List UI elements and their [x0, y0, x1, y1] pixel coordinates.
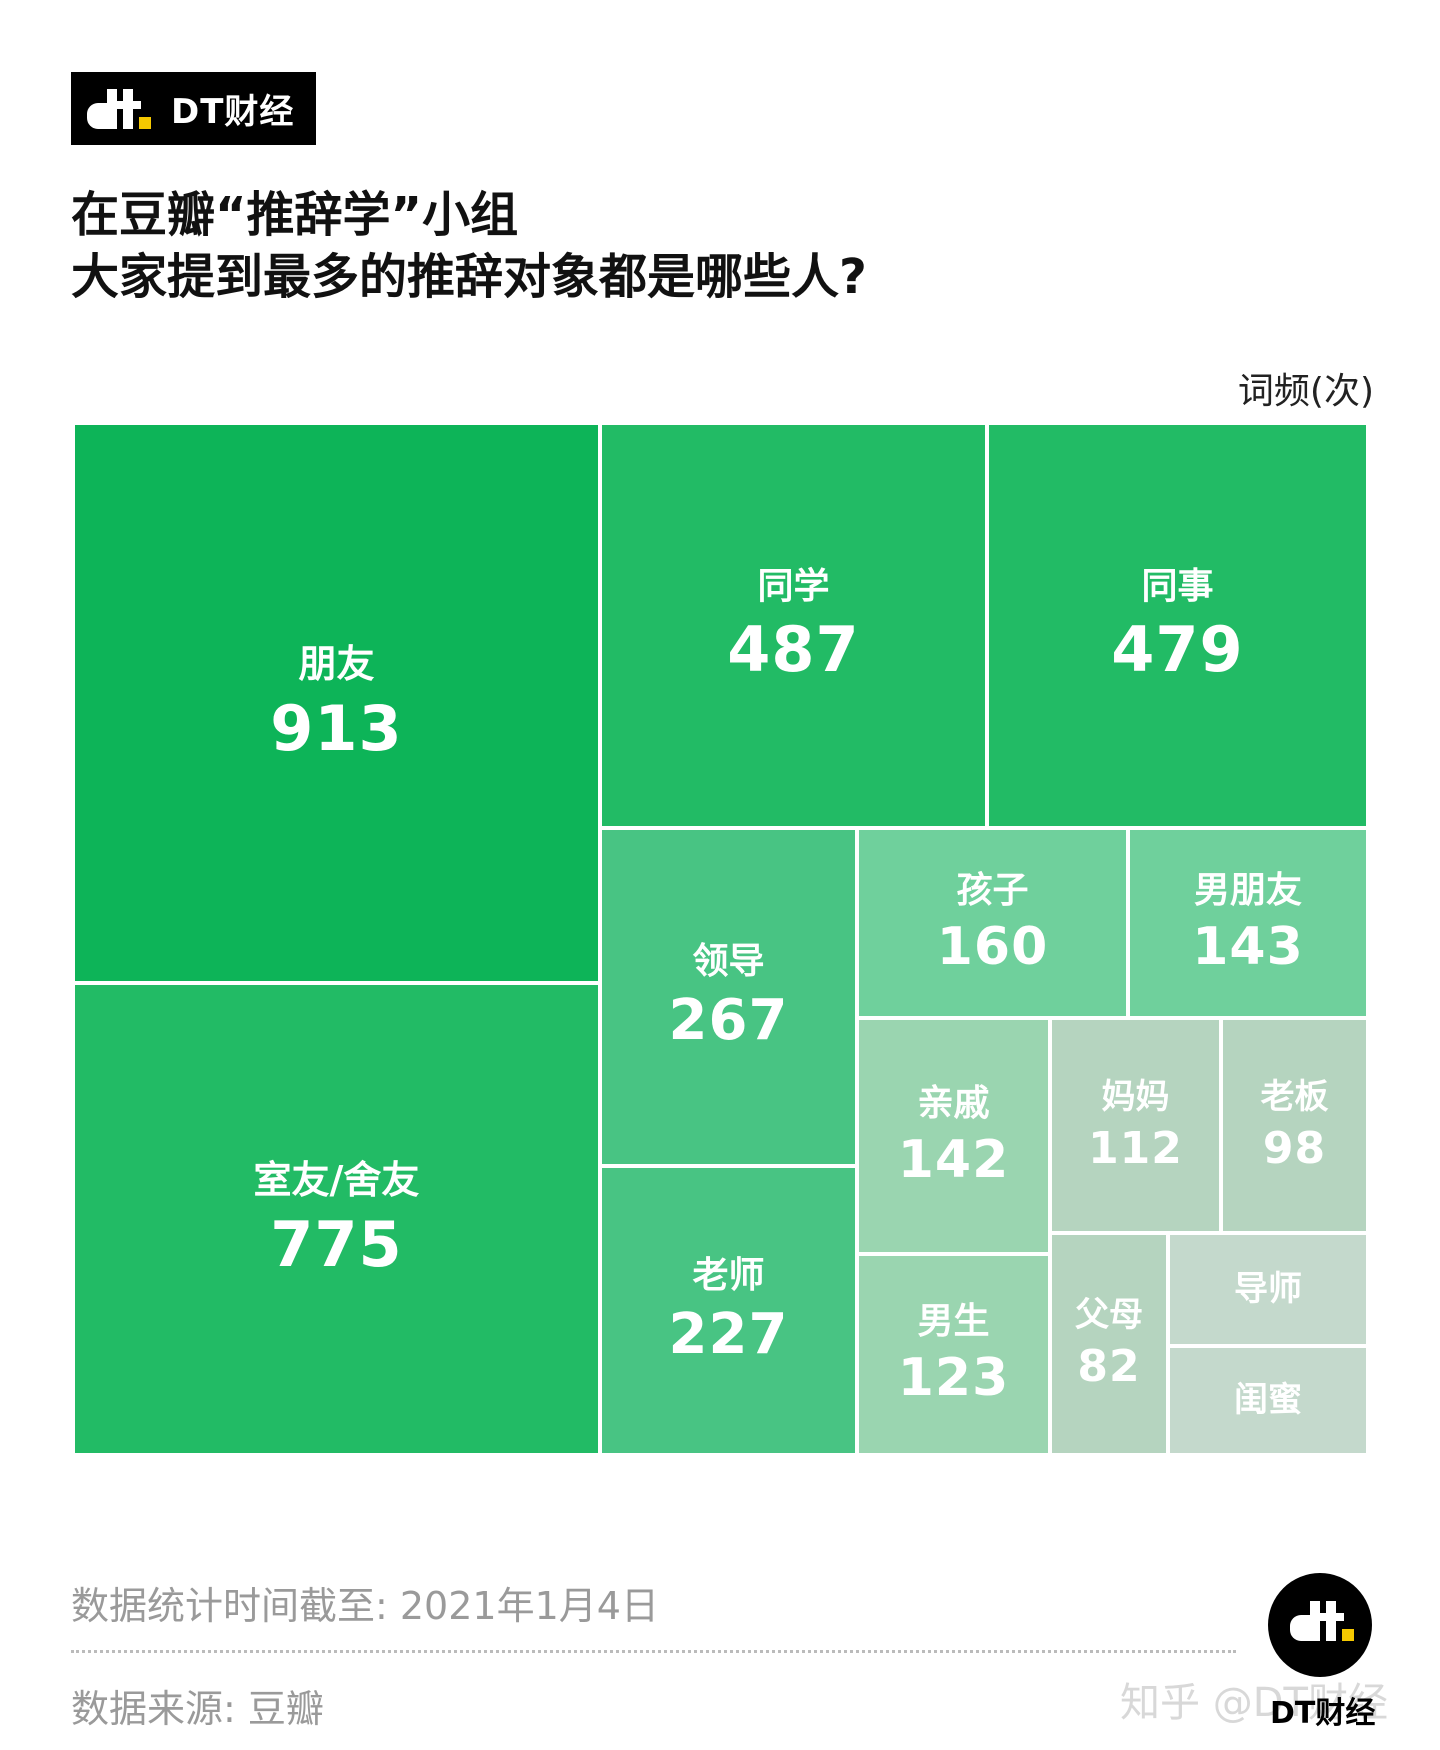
chart-title: 在豆瓣“推辞学”小组 大家提到最多的推辞对象都是哪些人?	[71, 184, 867, 308]
treemap-cell-value: 479	[1111, 613, 1244, 687]
treemap-cell-value: 160	[936, 916, 1049, 977]
treemap-cell-5: 老师 227	[600, 1166, 857, 1455]
dt-logo-icon	[87, 88, 157, 129]
treemap-cell-13: 导师	[1168, 1233, 1368, 1346]
chart-title-line2: 大家提到最多的推辞对象都是哪些人?	[71, 249, 867, 305]
treemap-cell-label: 父母	[1075, 1295, 1143, 1336]
treemap-cell-label: 同事	[1141, 566, 1214, 608]
treemap-cell-label: 老板	[1260, 1076, 1329, 1117]
treemap-cell-7: 男朋友 143	[1128, 828, 1368, 1018]
treemap-cell-value: 142	[897, 1129, 1010, 1190]
treemap-cell-6: 孩子 160	[857, 828, 1128, 1018]
treemap-cell-14: 闺蜜	[1168, 1346, 1368, 1455]
treemap-cell-value: 112	[1088, 1122, 1183, 1174]
treemap-cell-label: 孩子	[956, 869, 1029, 911]
treemap-cell-label: 闺蜜	[1234, 1380, 1302, 1421]
treemap-cell-1: 室友/舍友 775	[73, 983, 600, 1455]
brand-logo: DT财经	[71, 72, 316, 145]
treemap-cell-0: 朋友 913	[73, 423, 600, 983]
treemap-cell-value: 487	[727, 613, 860, 687]
treemap-cell-label: 男生	[917, 1301, 990, 1342]
treemap-cell-label: 室友/舍友	[253, 1157, 420, 1202]
unit-label: 词频(次)	[1237, 371, 1374, 412]
treemap-cell-value: 267	[668, 988, 789, 1054]
treemap-cell-label: 妈妈	[1101, 1076, 1170, 1117]
treemap: 朋友 913 室友/舍友 775 同学 487 同事 479 领导 267 老师 227 孩子 160 男朋…	[73, 423, 1368, 1455]
treemap-cell-value: 913	[270, 692, 403, 766]
treemap-cell-8: 亲戚 142	[857, 1018, 1050, 1254]
stat-date-note: 数据统计时间截至: 2021年1月4日	[71, 1584, 659, 1628]
treemap-cell-4: 领导 267	[600, 828, 857, 1166]
treemap-cell-value: 98	[1262, 1122, 1327, 1174]
treemap-cell-value: 227	[668, 1301, 789, 1367]
brand-text: DT财经	[171, 92, 295, 132]
footer-divider	[71, 1650, 1236, 1653]
treemap-cell-label: 亲戚	[917, 1082, 990, 1124]
treemap-cell-value: 123	[897, 1348, 1010, 1409]
source-note: 数据来源: 豆瓣	[71, 1687, 324, 1731]
treemap-cell-11: 老板 98	[1221, 1018, 1368, 1233]
dt-circle-logo-icon	[1268, 1573, 1372, 1677]
treemap-cell-value: 143	[1192, 916, 1304, 977]
zhihu-watermark: 知乎 @DT财经	[1120, 1680, 1388, 1726]
treemap-cell-3: 同事 479	[987, 423, 1368, 828]
treemap-cell-label: 朋友	[298, 641, 375, 686]
treemap-cell-2: 同学 487	[600, 423, 987, 828]
treemap-cell-label: 同学	[757, 566, 830, 608]
treemap-cell-label: 领导	[692, 941, 765, 983]
treemap-cell-value: 82	[1077, 1341, 1141, 1393]
treemap-cell-9: 男生 123	[857, 1254, 1050, 1455]
treemap-cell-label: 导师	[1234, 1269, 1302, 1310]
treemap-cell-10: 妈妈 112	[1050, 1018, 1221, 1233]
treemap-cell-12: 父母 82	[1050, 1233, 1168, 1455]
treemap-cell-value: 775	[270, 1208, 403, 1282]
logo-text: DT财经	[1270, 1696, 1376, 1731]
treemap-cell-label: 老师	[692, 1254, 765, 1296]
treemap-cell-label: 男朋友	[1193, 869, 1302, 911]
chart-title-line1: 在豆瓣“推辞学”小组	[71, 187, 519, 243]
